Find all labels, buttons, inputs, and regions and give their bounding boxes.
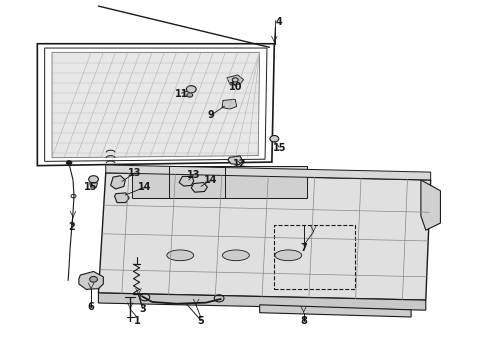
Text: 3: 3 — [139, 304, 146, 314]
Circle shape — [90, 276, 98, 282]
Text: 2: 2 — [68, 222, 75, 231]
Circle shape — [186, 86, 196, 93]
Polygon shape — [106, 165, 431, 180]
Circle shape — [66, 161, 72, 165]
Polygon shape — [421, 180, 441, 230]
Polygon shape — [227, 75, 244, 85]
Text: 5: 5 — [197, 316, 204, 325]
Bar — [274, 225, 355, 289]
Circle shape — [89, 176, 98, 183]
Bar — [169, 166, 225, 198]
Ellipse shape — [222, 250, 249, 261]
Text: 8: 8 — [300, 316, 307, 325]
Circle shape — [270, 135, 279, 142]
Text: 13: 13 — [128, 168, 142, 178]
Text: 11: 11 — [175, 89, 188, 99]
Polygon shape — [260, 305, 411, 317]
Text: 13: 13 — [187, 170, 200, 180]
Text: 9: 9 — [207, 111, 214, 121]
Polygon shape — [115, 193, 129, 203]
Polygon shape — [98, 293, 426, 310]
Ellipse shape — [167, 250, 194, 261]
Bar — [132, 166, 307, 198]
Polygon shape — [191, 183, 207, 192]
Ellipse shape — [275, 250, 302, 261]
Text: 6: 6 — [88, 302, 95, 312]
Text: 14: 14 — [138, 182, 151, 192]
Text: 1: 1 — [134, 316, 141, 325]
Text: 12: 12 — [233, 159, 247, 169]
Text: 10: 10 — [228, 82, 242, 92]
Text: 4: 4 — [276, 17, 283, 27]
Polygon shape — [79, 271, 103, 289]
Polygon shape — [222, 99, 237, 109]
Text: 15: 15 — [272, 143, 286, 153]
Polygon shape — [98, 173, 431, 300]
Polygon shape — [228, 156, 243, 165]
Text: 15: 15 — [84, 182, 98, 192]
Polygon shape — [90, 183, 98, 187]
Polygon shape — [179, 176, 194, 186]
Circle shape — [187, 93, 193, 97]
Polygon shape — [111, 176, 125, 189]
Polygon shape — [52, 52, 260, 158]
Text: 7: 7 — [300, 243, 307, 253]
Text: 14: 14 — [204, 175, 218, 185]
